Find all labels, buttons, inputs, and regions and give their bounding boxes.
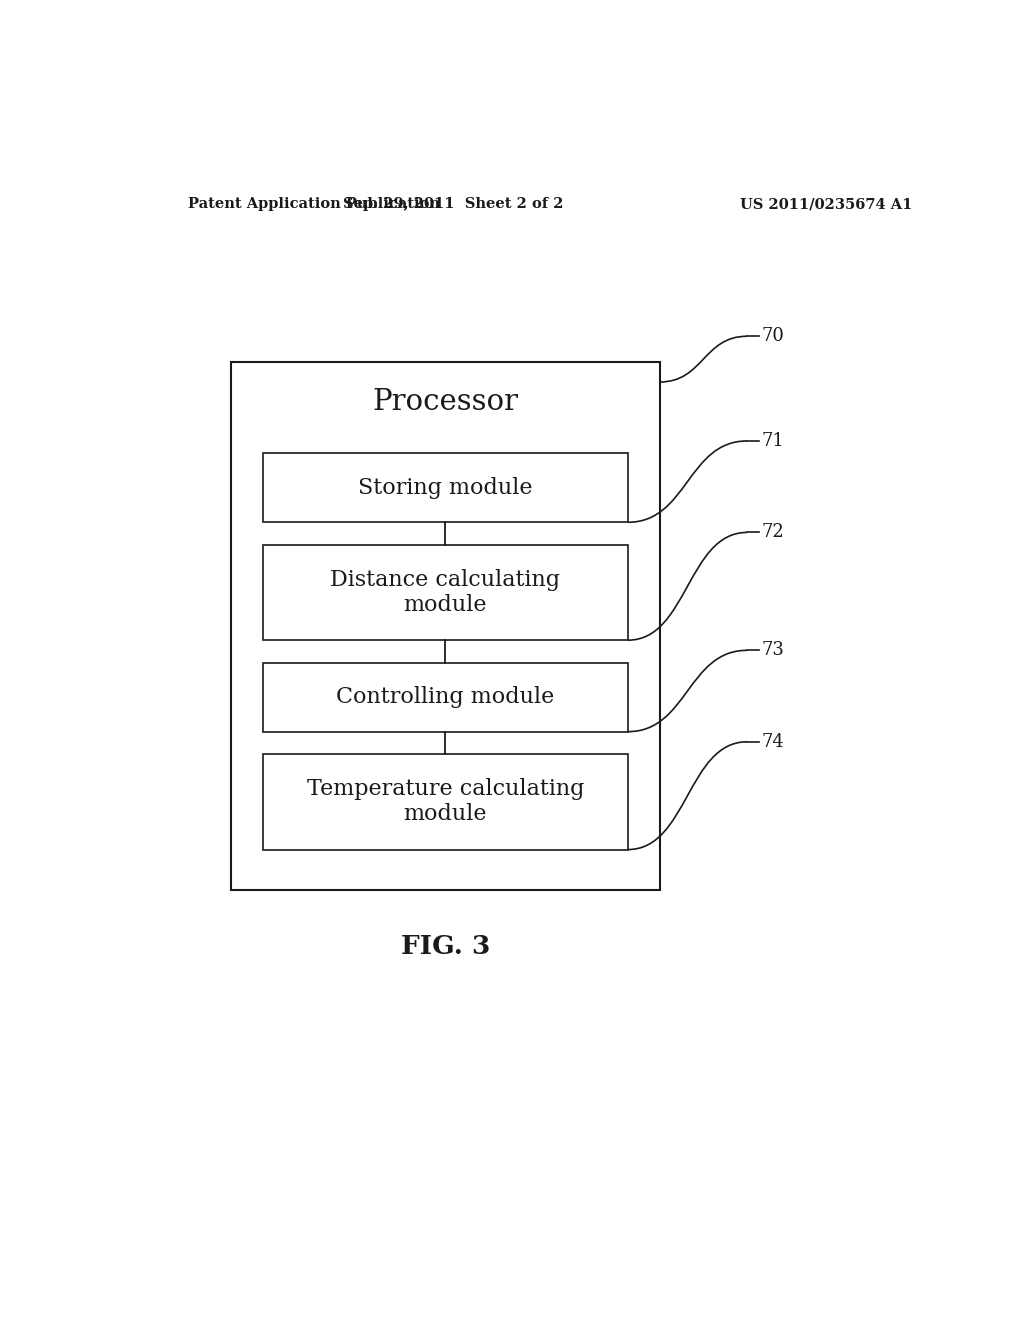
Text: Processor: Processor xyxy=(373,388,518,416)
Text: 72: 72 xyxy=(761,524,784,541)
Text: FIG. 3: FIG. 3 xyxy=(400,933,490,958)
Bar xyxy=(263,545,628,640)
Text: 70: 70 xyxy=(761,327,784,346)
Bar xyxy=(231,362,659,890)
Text: US 2011/0235674 A1: US 2011/0235674 A1 xyxy=(740,197,912,211)
Text: 71: 71 xyxy=(761,432,784,450)
Bar xyxy=(263,453,628,523)
Text: Sep. 29, 2011  Sheet 2 of 2: Sep. 29, 2011 Sheet 2 of 2 xyxy=(343,197,563,211)
Bar xyxy=(263,754,628,850)
Text: Patent Application Publication: Patent Application Publication xyxy=(187,197,439,211)
Text: Distance calculating
module: Distance calculating module xyxy=(331,569,560,616)
Text: Storing module: Storing module xyxy=(358,477,532,499)
Bar xyxy=(263,663,628,731)
Text: 73: 73 xyxy=(761,642,784,659)
Text: 74: 74 xyxy=(761,733,784,751)
Text: Temperature calculating
module: Temperature calculating module xyxy=(307,777,584,825)
Text: Controlling module: Controlling module xyxy=(336,686,555,708)
